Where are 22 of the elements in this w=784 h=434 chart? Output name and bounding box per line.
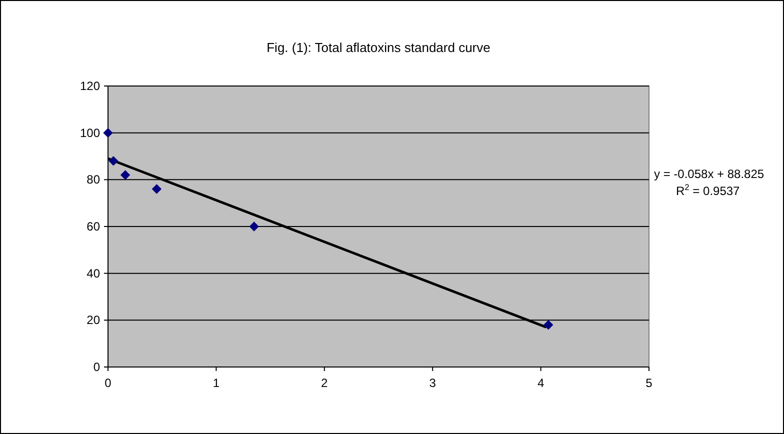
point [152,184,162,194]
chart-title: Fig. (1): Total aflatoxins standard curve [266,40,490,55]
x-tick-label: 5 [646,376,653,390]
y-tick-label: 40 [86,266,100,280]
point [249,222,259,232]
text: y = -0.058x + 88.825 [654,167,764,181]
y-tick-label: 120 [80,79,100,93]
y-tick-label: 80 [86,172,100,187]
text: R$^{2}$ = 0.9537 [676,182,740,198]
x-tick-label: 3 [429,376,436,390]
x-tick-label: 1 [212,376,220,390]
y-tick-label: 20 [86,313,100,328]
y-tick-label: 60 [86,220,100,234]
point [544,320,554,330]
x-tick-label: 2 [321,376,328,390]
point [108,156,118,166]
point [120,170,130,180]
x-tick-label: 4 [537,376,544,390]
y-tick-label: 0 [93,360,100,374]
point [103,128,113,138]
x-tick-label: 0 [104,376,112,390]
y-tick-label: 100 [80,126,100,140]
